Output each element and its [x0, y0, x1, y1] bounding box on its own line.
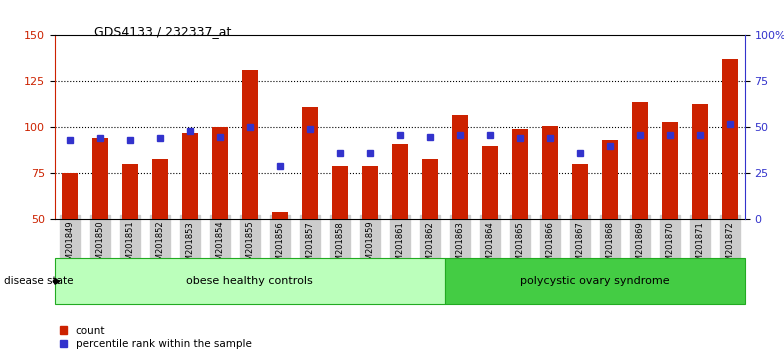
Bar [122, 164, 138, 219]
Bar [332, 166, 348, 219]
Bar [632, 102, 648, 219]
Bar [572, 164, 588, 219]
Text: obese healthy controls: obese healthy controls [187, 276, 314, 286]
Bar [452, 115, 468, 219]
Text: polycystic ovary syndrome: polycystic ovary syndrome [520, 276, 670, 286]
Bar [241, 70, 258, 219]
Bar [512, 129, 528, 219]
Bar [601, 140, 618, 219]
Bar [182, 133, 198, 219]
Bar [361, 166, 378, 219]
Legend: count, percentile rank within the sample: count, percentile rank within the sample [60, 326, 252, 349]
Bar [151, 159, 168, 219]
Bar [302, 107, 318, 219]
Bar [481, 146, 498, 219]
Bar [92, 138, 108, 219]
Text: GDS4133 / 232337_at: GDS4133 / 232337_at [94, 25, 231, 38]
Bar [662, 122, 678, 219]
Bar [391, 144, 408, 219]
Bar [691, 103, 708, 219]
Bar [62, 173, 78, 219]
Text: disease state: disease state [4, 276, 74, 286]
Bar [271, 212, 288, 219]
Bar [422, 159, 438, 219]
Bar [212, 127, 228, 219]
Bar [721, 59, 738, 219]
Bar [542, 126, 558, 219]
